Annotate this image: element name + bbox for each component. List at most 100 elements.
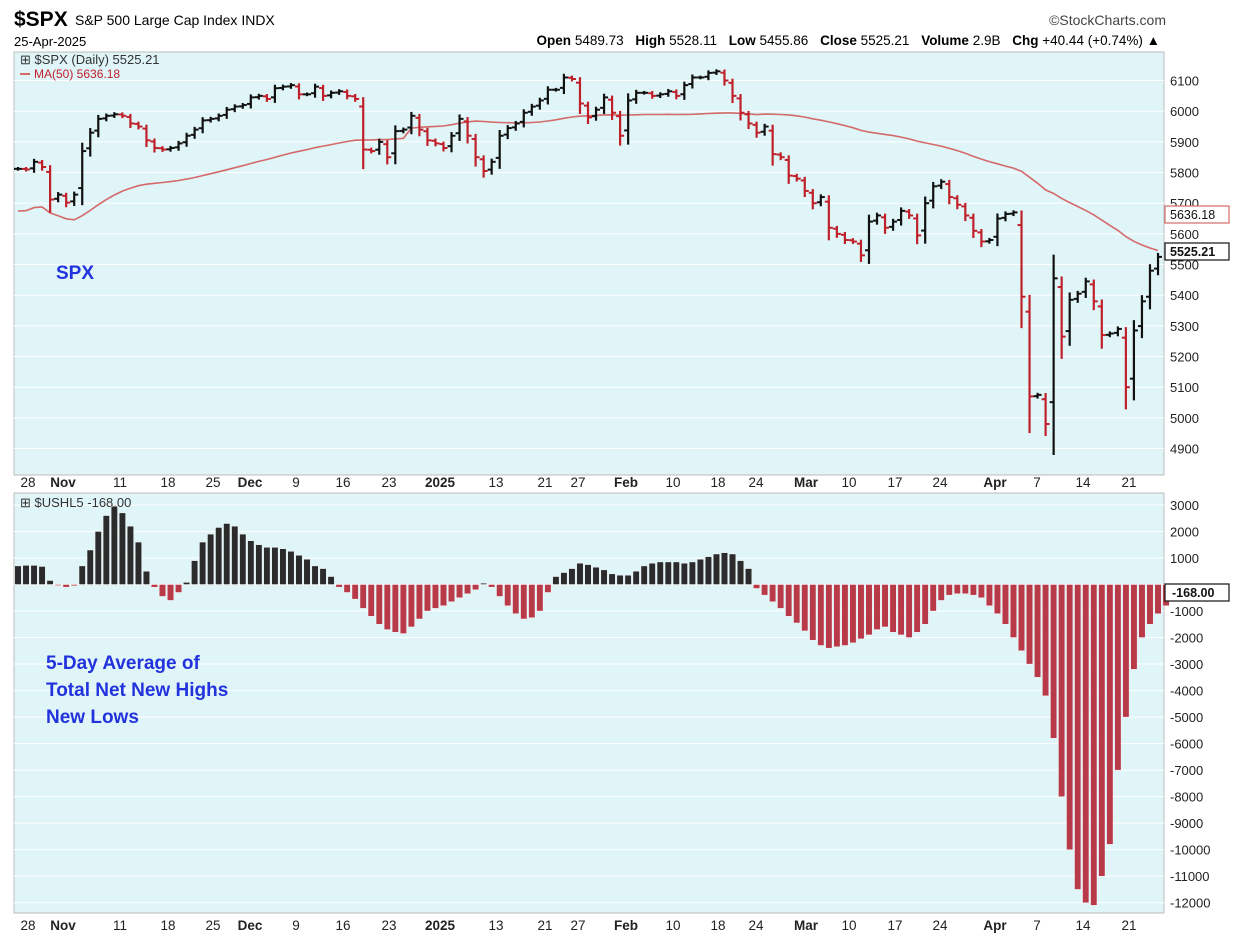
breadth-bar bbox=[311, 565, 319, 585]
breadth-bar bbox=[664, 561, 672, 585]
x-axis-upper-label: 25 bbox=[205, 475, 220, 490]
price-bar bbox=[431, 138, 440, 147]
price-bar bbox=[527, 103, 536, 116]
breadth-bar bbox=[1114, 584, 1122, 771]
x-axis-upper-label: 24 bbox=[932, 475, 948, 490]
price-bar bbox=[592, 106, 601, 121]
price-bar bbox=[359, 97, 368, 170]
breadth-bar bbox=[905, 584, 913, 638]
price-bar bbox=[961, 202, 970, 222]
price-bar bbox=[632, 89, 641, 104]
price-bar bbox=[559, 73, 568, 95]
price-bar bbox=[182, 132, 191, 147]
brand-logo[interactable]: ©StockCharts.com bbox=[1049, 12, 1166, 28]
breadth-bar bbox=[335, 584, 343, 588]
breadth-bar bbox=[809, 584, 817, 641]
breadth-bar bbox=[62, 584, 70, 588]
price-bar bbox=[54, 192, 63, 203]
price-bar bbox=[535, 97, 544, 110]
collapse-icon[interactable]: ▲ bbox=[1146, 33, 1160, 48]
breadth-bar bbox=[1066, 584, 1074, 850]
price-bar bbox=[198, 117, 207, 134]
breadth-bar bbox=[496, 584, 504, 597]
price-bar bbox=[1033, 392, 1042, 399]
breadth-bar bbox=[1090, 584, 1098, 906]
price-bar bbox=[784, 155, 793, 184]
price-bar bbox=[46, 165, 55, 213]
price-bar bbox=[294, 83, 303, 100]
price-bar bbox=[391, 125, 400, 165]
breadth-bar bbox=[78, 565, 86, 585]
price-y-tick: 5900 bbox=[1170, 135, 1199, 150]
x-axis-lower-label: 24 bbox=[748, 918, 764, 933]
price-bar bbox=[672, 89, 681, 100]
breadth-bar bbox=[1122, 584, 1130, 718]
price-legend-symbol: $SPX (Daily) 5525.21 bbox=[35, 52, 160, 67]
breadth-bar bbox=[279, 548, 287, 585]
x-axis-upper-label: 10 bbox=[841, 475, 856, 490]
breadth-bar bbox=[118, 512, 126, 585]
breadth-bar bbox=[367, 584, 375, 617]
price-bar bbox=[688, 74, 697, 89]
x-axis-upper-label: 7 bbox=[1033, 475, 1041, 490]
x-axis-upper-label: 10 bbox=[665, 475, 680, 490]
breadth-bar bbox=[46, 580, 54, 585]
x-axis-lower-label: Feb bbox=[614, 918, 638, 933]
breadth-bar bbox=[54, 584, 62, 586]
breadth-bar bbox=[86, 549, 94, 585]
price-bar bbox=[286, 83, 295, 89]
breadth-bar bbox=[777, 584, 785, 609]
price-bar bbox=[262, 94, 271, 102]
x-axis-lower-label: 27 bbox=[570, 918, 585, 933]
price-bar bbox=[905, 209, 914, 219]
price-y-tick: 6000 bbox=[1170, 104, 1199, 119]
breadth-bar bbox=[986, 584, 993, 606]
price-bar bbox=[455, 114, 464, 141]
x-axis-lower-label: 7 bbox=[1033, 918, 1041, 933]
volume-label: Volume bbox=[921, 33, 969, 48]
brand-text: StockCharts.com bbox=[1059, 12, 1166, 28]
breadth-bar bbox=[721, 552, 728, 585]
price-bar bbox=[303, 92, 312, 97]
x-axis-upper-label: 27 bbox=[570, 475, 585, 490]
breadth-bar bbox=[656, 561, 664, 585]
breadth-bar bbox=[552, 576, 560, 585]
breadth-bar bbox=[520, 584, 528, 620]
breadth-bar bbox=[504, 584, 512, 606]
x-axis-lower-label: 13 bbox=[488, 918, 503, 933]
price-bar bbox=[969, 213, 978, 239]
price-y-tick: 4900 bbox=[1170, 442, 1199, 457]
breadth-bar bbox=[785, 584, 793, 617]
price-bar bbox=[640, 90, 649, 95]
price-bar bbox=[335, 89, 344, 95]
ma-tag-text: 5636.18 bbox=[1170, 208, 1215, 222]
price-bar bbox=[551, 87, 560, 92]
breadth-value-tag: -168.00 bbox=[1164, 583, 1230, 602]
ma-tag-box bbox=[1164, 205, 1230, 224]
breadth-bar bbox=[416, 584, 423, 620]
close-tag-text: 5525.21 bbox=[1170, 245, 1215, 259]
breadth-bar bbox=[608, 573, 616, 585]
price-bar bbox=[503, 125, 512, 140]
breadth-bar bbox=[1026, 584, 1033, 665]
price-bar bbox=[166, 145, 175, 152]
breadth-bar bbox=[175, 584, 182, 593]
price-bar bbox=[206, 116, 215, 123]
breadth-bar bbox=[648, 563, 656, 585]
breadth-bar bbox=[945, 584, 953, 596]
breadth-bar bbox=[1034, 584, 1041, 678]
x-axis-lower-label: 14 bbox=[1075, 918, 1091, 933]
price-bar bbox=[22, 167, 31, 172]
x-axis-upper-label: 13 bbox=[488, 475, 503, 490]
x-axis-lower-label: 2025 bbox=[425, 918, 456, 933]
price-bar bbox=[222, 106, 231, 119]
price-bar bbox=[311, 83, 320, 98]
price-bar bbox=[856, 239, 865, 263]
breadth-bar bbox=[584, 564, 592, 585]
x-axis-upper-label: Dec bbox=[238, 475, 263, 490]
price-bar bbox=[174, 140, 183, 151]
price-y-axis: 6100600059005800570056005500540053005200… bbox=[1170, 74, 1199, 457]
x-axis-lower: 28 Nov 11 18 25 Dec 9 16 23 2025 13 21 27 Feb 10 18 24 Ma… bbox=[20, 918, 1136, 933]
breadth-bar bbox=[143, 571, 150, 585]
price-bar bbox=[190, 126, 199, 139]
